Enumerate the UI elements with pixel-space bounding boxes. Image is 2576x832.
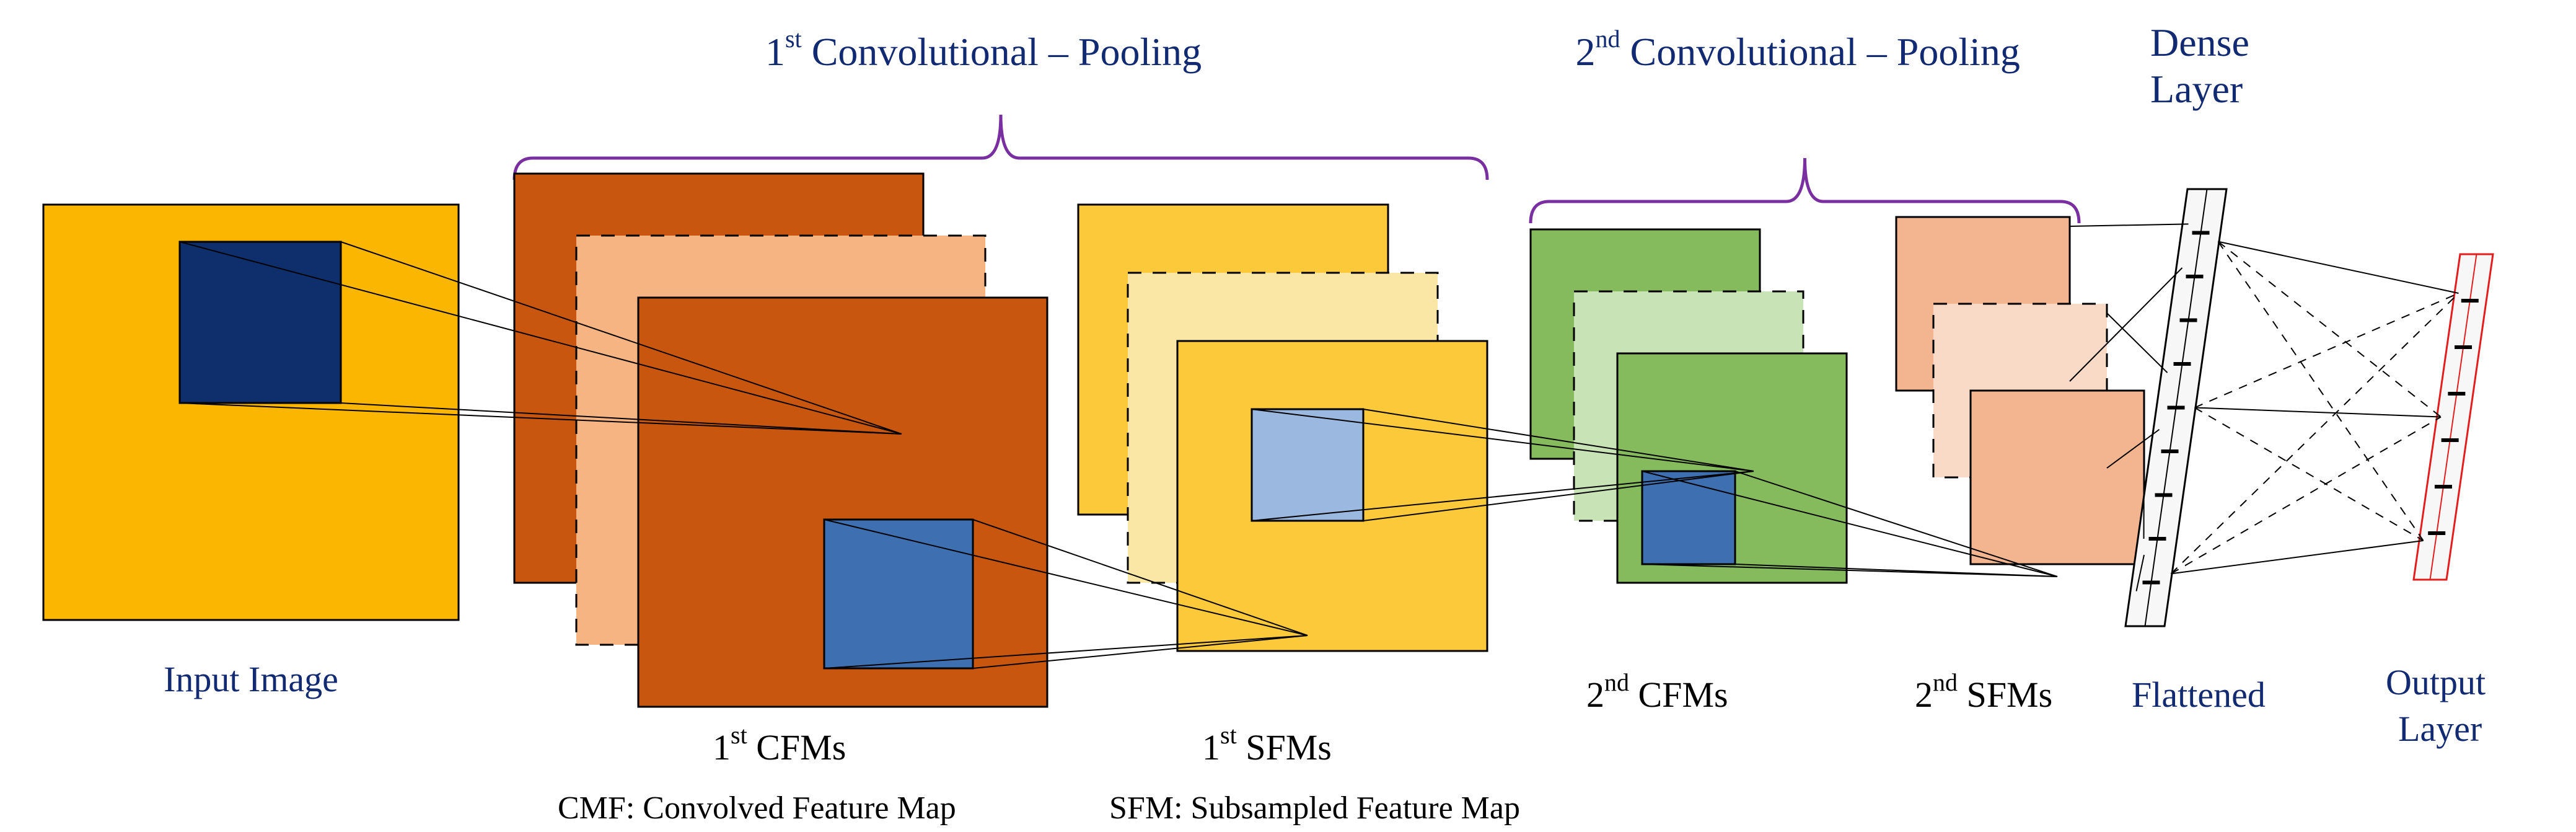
- sfm2-front: [1971, 391, 2144, 564]
- output-label-1: Output: [2386, 662, 2486, 702]
- legend-sfm: SFM: Subsampled Feature Map: [1109, 790, 1520, 826]
- legend-cmf: CMF: Convolved Feature Map: [558, 790, 956, 826]
- cfm1-patch: [824, 520, 973, 668]
- cfm2-patch: [1642, 471, 1735, 564]
- header-conv1: 1st Convolutional – Pooling: [765, 25, 1202, 74]
- output-label-2: Layer: [2398, 709, 2482, 749]
- flattened-label: Flattened: [2132, 675, 2266, 715]
- sfm1-patch: [1252, 409, 1363, 521]
- header-conv2: 2nd Convolutional – Pooling: [1576, 25, 2020, 74]
- input-filter: [180, 242, 341, 403]
- input-label: Input Image: [164, 659, 338, 699]
- dense-label-1: Dense: [2150, 20, 2249, 64]
- dense-label-2: Layer: [2150, 67, 2243, 111]
